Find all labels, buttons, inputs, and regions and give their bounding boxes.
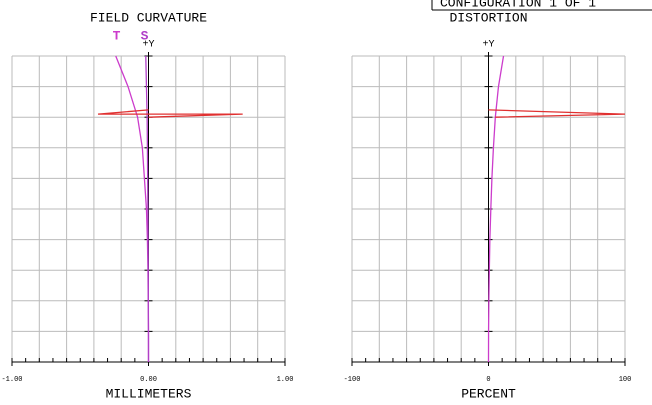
y-axis-label: +Y — [142, 40, 154, 51]
y-axis-label: +Y — [482, 40, 494, 51]
x-tick-label: 0.00 — [140, 376, 157, 384]
x-tick-label: 0 — [486, 376, 490, 384]
series-line — [145, 55, 150, 363]
x-axis-label: MILLIMETERS — [106, 386, 192, 401]
legend-label: T — [113, 28, 121, 43]
x-tick-label: -100 — [344, 376, 361, 384]
configuration-label: CONFIGURATION 1 OF 1 — [440, 0, 596, 10]
series-line — [97, 109, 243, 118]
chart-title: FIELD CURVATURE — [90, 10, 207, 25]
chart-title: DISTORTION — [449, 10, 527, 25]
x-tick-label: 1.00 — [277, 376, 294, 384]
x-tick-label: 100 — [619, 376, 632, 384]
series-line — [488, 109, 626, 118]
series-line — [487, 55, 505, 363]
x-axis-label: PERCENT — [461, 386, 516, 401]
legend-label: S — [141, 28, 149, 43]
x-tick-label: -1.00 — [1, 376, 22, 384]
